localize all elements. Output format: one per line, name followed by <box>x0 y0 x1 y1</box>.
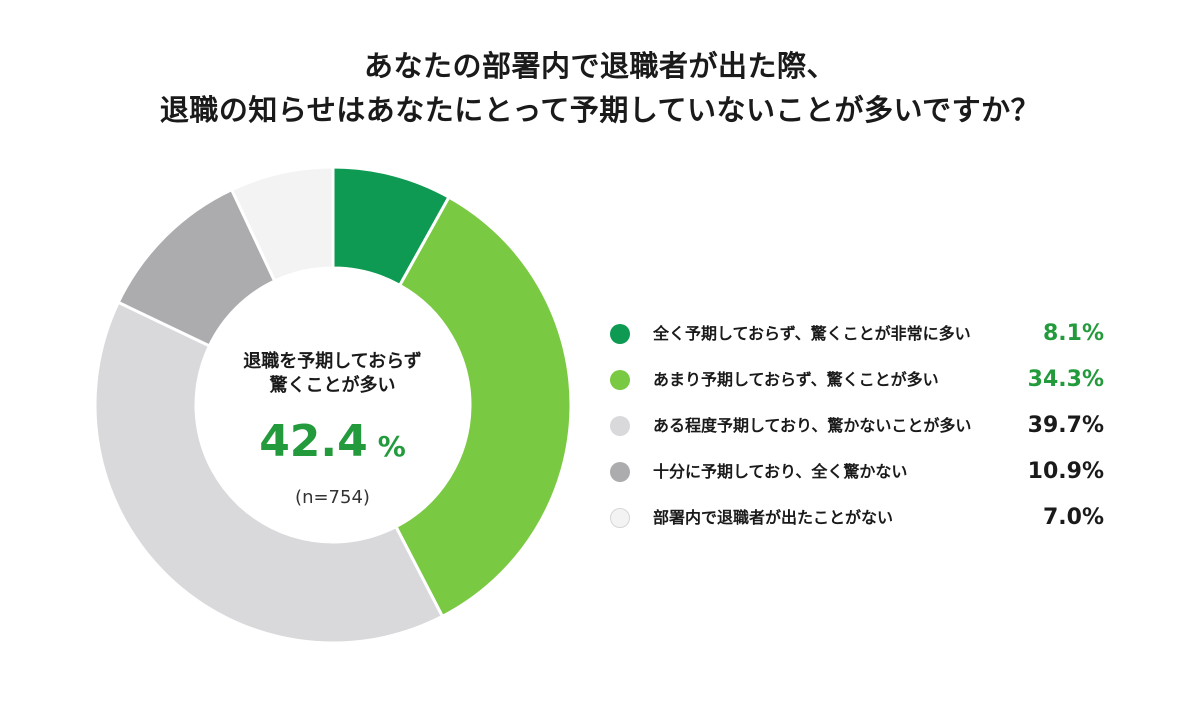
chart-legend: 全く予期しておらず、驚くことが非常に多い 8.1% あまり予期しておらず、驚くこ… <box>610 318 1110 548</box>
center-label: 退職を予期しておらず 驚くことが多い <box>200 350 465 398</box>
center-label-line-2: 驚くことが多い <box>269 375 396 396</box>
donut-slice <box>229 165 335 284</box>
legend-value: 7.0% <box>1042 505 1104 530</box>
chart-title: あなたの部署内で退職者が出た際、 退職の知らせはあなたにとって予期していないこと… <box>0 44 1200 132</box>
legend-value: 39.7% <box>1027 413 1104 438</box>
legend-label: 全く予期しておらず、驚くことが非常に多い <box>653 324 971 343</box>
donut-slice <box>393 195 573 619</box>
center-value: 42.4% <box>200 416 465 473</box>
chart-title-line-1: あなたの部署内で退職者が出た際、 <box>363 49 836 83</box>
legend-value: 34.3% <box>1027 367 1104 392</box>
legend-label: ある程度予期しており、驚かないことが多い <box>653 416 972 435</box>
donut-chart <box>93 165 573 645</box>
legend-label: あまり予期しておらず、驚くことが多い <box>653 370 939 389</box>
sample-size: (n=754) <box>295 487 370 508</box>
legend-item: 十分に予期しており、全く驚かない 10.9% <box>610 456 1110 502</box>
legend-value: 8.1% <box>1042 321 1104 346</box>
legend-swatch <box>610 508 630 528</box>
legend-item: ある程度予期しており、驚かないことが多い 39.7% <box>610 410 1110 456</box>
donut-center-summary: 退職を予期しておらず 驚くことが多い 42.4% (n=754) <box>200 350 465 508</box>
legend-label: 部署内で退職者が出たことがない <box>653 508 894 527</box>
legend-swatch <box>610 462 630 482</box>
center-value-number: 42.4 <box>259 416 368 467</box>
legend-label: 十分に予期しており、全く驚かない <box>653 462 908 481</box>
legend-item: 全く予期しておらず、驚くことが非常に多い 8.1% <box>610 318 1110 364</box>
legend-swatch <box>610 324 630 344</box>
donut-slice <box>93 300 445 645</box>
legend-swatch <box>610 370 630 390</box>
legend-item: 部署内で退職者が出たことがない 7.0% <box>610 502 1110 548</box>
donut-slices <box>93 165 573 645</box>
center-label-line-1: 退職を予期しておらず <box>243 351 422 372</box>
legend-value: 10.9% <box>1027 459 1104 484</box>
chart-title-line-2: 退職の知らせはあなたにとって予期していないことが多いですか？ <box>159 93 1041 127</box>
legend-swatch <box>610 416 630 436</box>
legend-item: あまり予期しておらず、驚くことが多い 34.3% <box>610 364 1110 410</box>
center-value-unit: % <box>377 430 406 463</box>
